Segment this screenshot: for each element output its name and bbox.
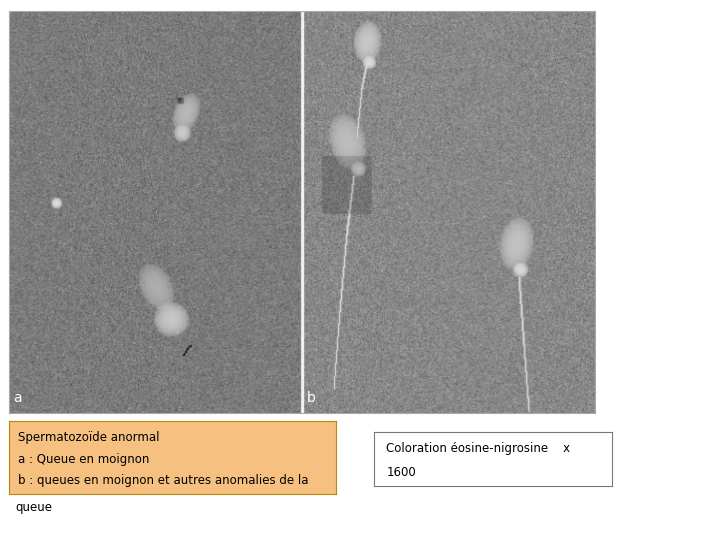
Text: queue: queue [16,501,53,514]
Text: Spermatozoïde anormal: Spermatozoïde anormal [19,431,160,444]
Text: a : Queue en moignon: a : Queue en moignon [19,453,150,465]
Text: a: a [14,392,22,406]
Text: 1600: 1600 [387,466,416,479]
Text: Coloration éosine-nigrosine    x: Coloration éosine-nigrosine x [387,442,570,455]
Text: b : queues en moignon et autres anomalies de la: b : queues en moignon et autres anomalie… [19,475,309,488]
Text: b: b [307,392,316,406]
